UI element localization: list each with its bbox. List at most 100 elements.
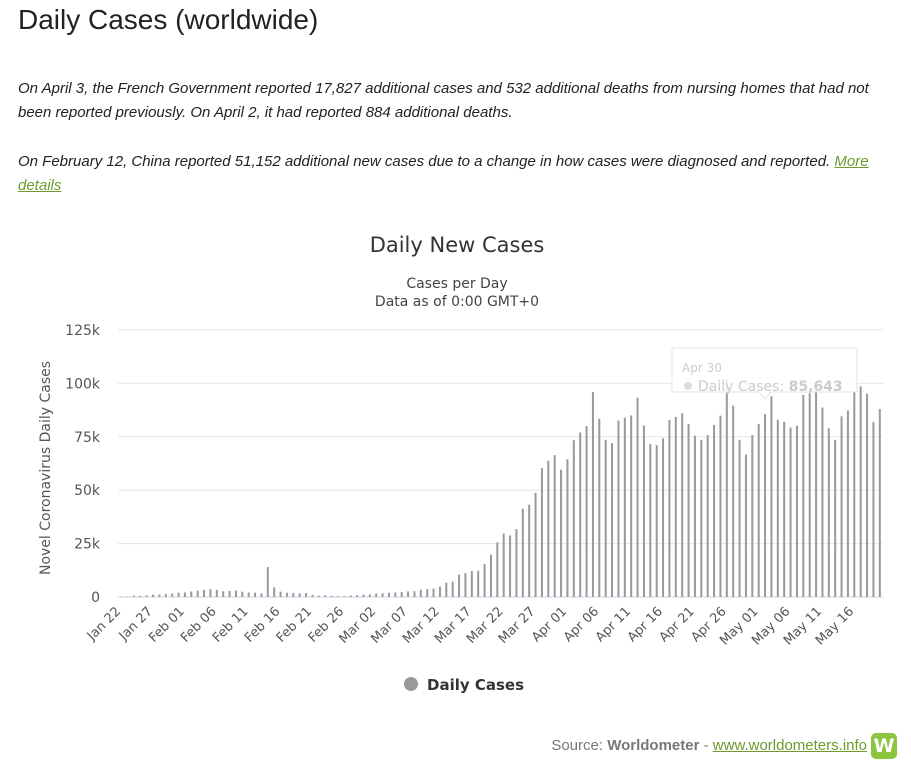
bar[interactable] (509, 535, 512, 597)
bar[interactable] (381, 593, 384, 597)
bar[interactable] (260, 593, 263, 597)
bar[interactable] (681, 413, 684, 597)
bar[interactable] (866, 393, 869, 597)
bar[interactable] (751, 435, 754, 597)
bar[interactable] (145, 595, 148, 598)
bar[interactable] (330, 595, 333, 597)
bar[interactable] (349, 595, 352, 598)
bar[interactable] (572, 440, 575, 597)
bar[interactable] (190, 591, 193, 597)
bar[interactable] (445, 582, 448, 597)
bar[interactable] (496, 542, 499, 597)
bar[interactable] (859, 386, 862, 597)
bar[interactable] (604, 439, 607, 597)
bar[interactable] (234, 590, 237, 597)
legend-marker-icon[interactable] (404, 677, 418, 691)
bar[interactable] (164, 594, 167, 597)
bar[interactable] (795, 425, 798, 597)
bar[interactable] (336, 596, 339, 597)
bar[interactable] (725, 379, 728, 597)
bar[interactable] (821, 407, 824, 597)
bar[interactable] (356, 595, 359, 597)
bar[interactable] (668, 419, 671, 597)
bar[interactable] (228, 591, 231, 597)
bar[interactable] (776, 419, 779, 597)
bar[interactable] (674, 416, 677, 597)
bar[interactable] (419, 589, 422, 597)
bar[interactable] (878, 409, 881, 597)
more-details-link[interactable]: More details (18, 153, 869, 194)
bar[interactable] (426, 589, 429, 597)
bar[interactable] (266, 567, 269, 597)
bar[interactable] (540, 468, 543, 597)
bar[interactable] (196, 590, 199, 597)
bar[interactable] (222, 591, 225, 597)
bar[interactable] (324, 595, 327, 598)
bar[interactable] (623, 417, 626, 597)
bar[interactable] (547, 460, 550, 597)
bar[interactable] (815, 390, 818, 597)
bar[interactable] (534, 492, 537, 597)
bar[interactable] (285, 592, 288, 597)
bar[interactable] (305, 593, 308, 597)
bar[interactable] (598, 418, 601, 597)
bar[interactable] (152, 594, 155, 597)
bar[interactable] (458, 574, 461, 597)
bar[interactable] (687, 423, 690, 597)
bar[interactable] (203, 589, 206, 597)
bar[interactable] (655, 445, 658, 597)
bar[interactable] (215, 589, 218, 597)
bar[interactable] (713, 425, 716, 597)
bar[interactable] (789, 427, 792, 597)
bar[interactable] (566, 459, 569, 597)
bar[interactable] (183, 592, 186, 597)
chart-legend[interactable]: Daily Cases (404, 676, 524, 694)
bar[interactable] (464, 573, 467, 597)
worldometers-link[interactable]: www.worldometers.info (712, 737, 867, 754)
bar[interactable] (139, 595, 142, 597)
bar[interactable] (732, 405, 735, 597)
bar[interactable] (528, 504, 531, 597)
bar[interactable] (802, 394, 805, 597)
legend-label-daily-cases[interactable]: Daily Cases (427, 676, 524, 694)
bar[interactable] (158, 594, 161, 597)
bar[interactable] (483, 564, 486, 597)
bar[interactable] (642, 425, 645, 597)
bar[interactable] (247, 592, 250, 597)
bar[interactable] (827, 428, 830, 597)
bar[interactable] (362, 594, 365, 597)
bar[interactable] (744, 454, 747, 597)
bar[interactable] (834, 439, 837, 597)
bar[interactable] (706, 435, 709, 597)
bar[interactable] (375, 593, 378, 597)
bar[interactable] (432, 588, 435, 597)
bar[interactable] (317, 595, 320, 597)
bar[interactable] (649, 444, 652, 597)
bar[interactable] (451, 581, 454, 597)
bar[interactable] (292, 592, 295, 597)
bar[interactable] (757, 423, 760, 597)
bar[interactable] (400, 592, 403, 597)
bar[interactable] (553, 455, 556, 597)
bar[interactable] (132, 595, 135, 597)
bar[interactable] (120, 596, 123, 598)
bar[interactable] (872, 422, 875, 597)
bar[interactable] (591, 392, 594, 597)
bar[interactable] (693, 435, 696, 597)
bar[interactable] (489, 554, 492, 597)
bar[interactable] (840, 416, 843, 597)
bar[interactable] (636, 397, 639, 597)
bar[interactable] (279, 591, 282, 597)
bar[interactable] (783, 421, 786, 597)
bar[interactable] (738, 439, 741, 597)
bar[interactable] (515, 529, 518, 597)
bar[interactable] (764, 414, 767, 597)
bar[interactable] (413, 591, 416, 597)
bar[interactable] (617, 420, 620, 597)
bar[interactable] (273, 587, 276, 597)
bar[interactable] (343, 596, 346, 597)
bar[interactable] (630, 415, 633, 597)
bar[interactable] (585, 426, 588, 597)
bar[interactable] (438, 586, 441, 597)
bar[interactable] (368, 594, 371, 597)
